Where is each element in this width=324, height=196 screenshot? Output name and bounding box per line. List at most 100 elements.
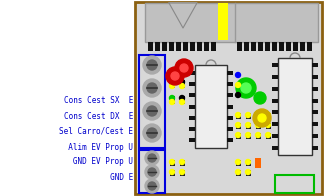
Circle shape <box>236 122 240 128</box>
Bar <box>183 42 188 51</box>
Bar <box>251 42 256 51</box>
Circle shape <box>236 113 240 117</box>
Circle shape <box>145 179 159 193</box>
Bar <box>312 99 318 103</box>
Bar <box>180 160 185 166</box>
Bar <box>312 134 318 138</box>
Circle shape <box>236 160 240 164</box>
Bar <box>155 42 160 51</box>
Bar <box>145 3 318 42</box>
Bar <box>236 133 241 139</box>
Text: GND EV Prop U: GND EV Prop U <box>59 158 133 166</box>
Bar <box>246 133 251 139</box>
Circle shape <box>169 170 175 174</box>
Text: Cons Cest SX  E: Cons Cest SX E <box>64 95 133 104</box>
Circle shape <box>143 102 161 120</box>
Circle shape <box>169 83 175 89</box>
Bar <box>189 116 195 120</box>
Bar <box>246 170 251 176</box>
Bar <box>275 175 314 193</box>
Bar <box>180 80 185 88</box>
Bar <box>227 71 233 75</box>
Bar <box>237 42 242 51</box>
Bar <box>236 170 241 176</box>
Bar <box>258 42 263 51</box>
Bar <box>246 160 251 166</box>
Bar <box>293 42 298 51</box>
Bar <box>266 113 271 119</box>
Circle shape <box>236 83 240 87</box>
Bar <box>211 42 216 51</box>
Bar <box>189 82 195 86</box>
Bar <box>300 42 305 51</box>
Bar <box>312 63 318 67</box>
Circle shape <box>236 73 240 77</box>
Circle shape <box>179 95 184 101</box>
Bar <box>312 110 318 114</box>
Bar <box>148 42 153 51</box>
Bar <box>278 58 312 155</box>
Bar <box>256 133 261 139</box>
Text: Alim EV Prop U: Alim EV Prop U <box>59 142 133 152</box>
Bar <box>266 133 271 139</box>
Bar <box>236 113 241 119</box>
Circle shape <box>145 151 159 165</box>
Bar <box>236 160 241 166</box>
Bar <box>272 110 278 114</box>
Circle shape <box>148 168 156 176</box>
Bar <box>272 146 278 150</box>
Circle shape <box>147 83 157 93</box>
Bar <box>170 96 175 104</box>
Bar <box>218 3 228 40</box>
Circle shape <box>256 113 260 117</box>
Bar <box>189 127 195 131</box>
Bar <box>190 42 195 51</box>
Bar <box>265 42 270 51</box>
Circle shape <box>166 67 184 85</box>
Circle shape <box>246 122 250 128</box>
Text: GND E: GND E <box>50 172 133 181</box>
Bar <box>312 75 318 79</box>
Circle shape <box>145 165 159 179</box>
Bar <box>279 42 284 51</box>
Bar <box>256 123 261 129</box>
Bar <box>255 158 261 168</box>
Bar <box>246 113 251 119</box>
Circle shape <box>169 80 175 84</box>
Bar <box>189 104 195 109</box>
Bar <box>227 82 233 86</box>
Bar <box>272 122 278 126</box>
Bar <box>286 42 291 51</box>
Circle shape <box>265 122 271 128</box>
Bar <box>189 93 195 97</box>
Circle shape <box>175 59 193 77</box>
Bar <box>139 150 165 193</box>
Circle shape <box>246 113 250 117</box>
Bar <box>180 96 185 104</box>
Circle shape <box>143 124 161 142</box>
Bar <box>170 170 175 176</box>
Circle shape <box>236 170 240 174</box>
Circle shape <box>246 132 250 138</box>
Bar <box>256 113 261 119</box>
Bar <box>204 42 209 51</box>
Circle shape <box>169 160 175 164</box>
Text: Cons Cest DX  E: Cons Cest DX E <box>64 112 133 121</box>
Bar <box>272 99 278 103</box>
Bar <box>266 123 271 129</box>
Bar <box>246 123 251 129</box>
Circle shape <box>258 114 266 122</box>
Circle shape <box>171 72 179 80</box>
Bar <box>227 138 233 142</box>
Circle shape <box>147 60 157 70</box>
Polygon shape <box>169 3 197 28</box>
Bar <box>189 138 195 142</box>
Text: Sel Carro/Cest E: Sel Carro/Cest E <box>59 126 133 135</box>
Circle shape <box>256 122 260 128</box>
Circle shape <box>265 132 271 138</box>
Circle shape <box>253 109 271 127</box>
Bar <box>180 170 185 176</box>
Bar <box>272 75 278 79</box>
Circle shape <box>241 83 251 93</box>
Bar <box>312 122 318 126</box>
